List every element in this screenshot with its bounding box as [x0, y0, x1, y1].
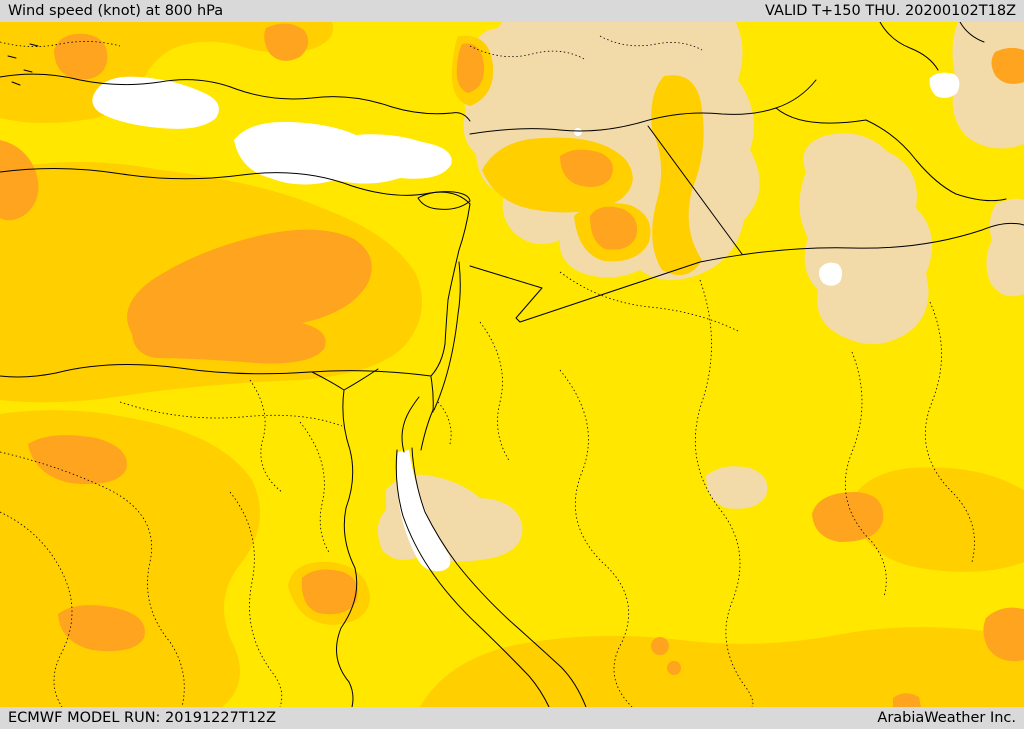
orange-blob-southwest — [58, 605, 145, 652]
dotted-delta-region — [249, 379, 283, 493]
orange-blob-bottom-right — [983, 607, 1024, 662]
border-anatolia-north — [0, 73, 471, 122]
white-lake-saudi — [819, 262, 843, 286]
border-egypt-north-coast — [0, 363, 432, 378]
cream-region-central-blob — [706, 466, 768, 509]
dotted-balkans — [0, 41, 121, 47]
border-suez-aqaba-gulfs — [401, 396, 434, 453]
border-saudi-iraq — [519, 222, 1024, 323]
dotted-tabuk-region — [479, 321, 511, 463]
valid-time-label: VALID T+150 THU. 20200102T18Z — [765, 3, 1016, 19]
gold-region-east-saudi — [848, 467, 1024, 572]
white-lake-northeast — [929, 72, 960, 98]
dotted-libya-east — [0, 511, 73, 707]
map-header-bar: Wind speed (knot) at 800 hPa VALID T+150… — [0, 0, 1024, 22]
wind-speed-map — [0, 22, 1024, 707]
border-jordan-rift — [433, 261, 461, 411]
border-syria-iraq — [647, 125, 743, 255]
white-lake-syria — [574, 128, 582, 136]
orange-blob-anatolia — [456, 43, 485, 93]
dotted-saudi-hejaz — [559, 369, 633, 707]
border-red-sea-east-coast — [411, 447, 587, 707]
dotted-saudi-west — [694, 279, 754, 707]
border-aegean-islands — [7, 43, 39, 86]
white-region-red-sea — [396, 450, 451, 572]
cream-region-central-saudi — [799, 133, 933, 345]
border-turkey-syria — [469, 107, 777, 135]
orange-blob-syria — [560, 149, 613, 188]
dotted-saudi-north — [559, 271, 741, 333]
wind-band-white-layer — [92, 72, 960, 572]
border-sinai-east — [430, 376, 434, 413]
dotted-anatolia-provinces — [469, 35, 703, 61]
orange-blob-aegean — [54, 33, 108, 80]
orange-dot-central-1 — [651, 637, 669, 655]
border-jordan-saudi — [469, 265, 543, 323]
orange-swath-med-sea — [127, 229, 372, 364]
orange-blob-top-right — [991, 47, 1024, 84]
white-region-west-anatolia — [92, 76, 219, 129]
gold-region-bottom — [420, 627, 1024, 707]
orange-blob-bottom-edge — [893, 693, 921, 707]
dotted-sinai — [437, 401, 452, 445]
border-nile-river — [311, 368, 379, 707]
orange-blob-jordan — [590, 206, 638, 250]
cream-region-northeast-corner — [952, 22, 1024, 149]
map-title: Wind speed (knot) at 800 hPa — [8, 3, 224, 19]
dotted-egypt-central — [229, 491, 283, 707]
orange-dot-central-2 — [667, 661, 681, 675]
country-borders-layer — [0, 22, 1024, 707]
gold-region-iraq-strip — [651, 75, 704, 276]
orange-blob-east-saudi — [812, 492, 884, 542]
white-region-south-anatolia — [234, 121, 452, 185]
dotted-saudi-east — [924, 301, 975, 563]
map-footer-bar: ECMWF MODEL RUN: 20191227T12Z ArabiaWeat… — [0, 707, 1024, 729]
orange-blob-upper-egypt — [301, 569, 358, 615]
orange-blob-marmara — [264, 23, 309, 61]
dotted-north-egypt — [119, 401, 343, 427]
border-turkey-northeast — [775, 79, 1007, 202]
admin-boundaries-layer — [0, 35, 975, 707]
border-cyprus-island — [417, 191, 471, 210]
border-red-sea-west-coast — [395, 449, 550, 707]
brand-label: ArabiaWeather Inc. — [877, 710, 1016, 726]
cream-region-east-edge — [986, 198, 1024, 297]
orange-blob-west-desert — [28, 435, 127, 485]
border-caucasus-lines — [879, 22, 985, 71]
model-run-label: ECMWF MODEL RUN: 20191227T12Z — [8, 710, 277, 726]
wind-band-orange-layer — [0, 23, 1024, 707]
orange-blob-west-edge — [0, 140, 39, 221]
